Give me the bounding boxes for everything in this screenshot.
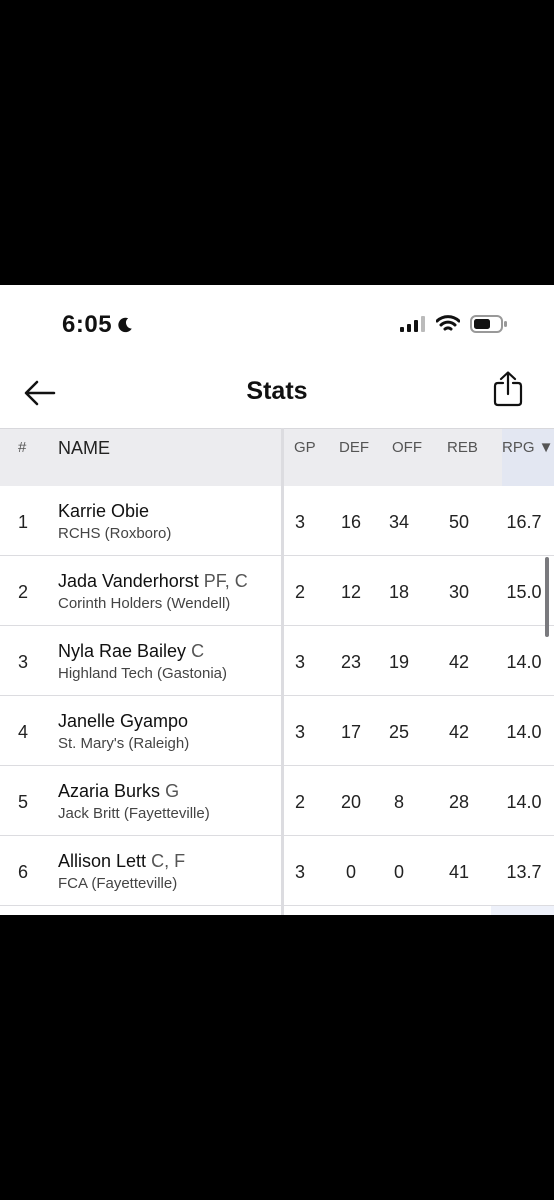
wifi-icon	[436, 315, 460, 331]
off-value: 19	[388, 652, 410, 672]
table-row[interactable]: 1 Karrie Obie RCHS (Roxboro) 3 16 34 50 …	[0, 486, 554, 556]
table-row[interactable]: 5 Azaria Burks G Jack Britt (Fayettevill…	[0, 766, 554, 836]
page-title: Stats	[246, 377, 308, 405]
def-value: 17	[340, 722, 362, 742]
player-name-text: Azaria Burks	[58, 781, 161, 801]
gp-value: 3	[294, 652, 305, 672]
rank: 3	[18, 652, 29, 672]
reb-value: 50	[448, 512, 470, 532]
player-name-text: Jada Vanderhorst	[58, 571, 199, 591]
table-header: # NAME GP DEF OFF REB RPG ▼	[0, 428, 554, 487]
player-position: C	[191, 641, 205, 661]
nav-header: Stats	[0, 365, 554, 429]
reb-value: 42	[448, 722, 470, 742]
gp-value: 3	[294, 862, 305, 882]
rank: 4	[18, 722, 29, 742]
rank: 6	[18, 862, 29, 882]
table-row[interactable]: 3 Nyla Rae Bailey C Highland Tech (Gasto…	[0, 626, 554, 696]
table-row[interactable]: 6 Allison Lett C, F FCA (Fayetteville) 3…	[0, 836, 554, 906]
reb-value: 30	[448, 582, 470, 602]
rpg-value: 15.0	[506, 582, 542, 602]
rpg-value: 14.0	[506, 652, 542, 672]
arrow-left-icon	[24, 380, 56, 406]
def-value: 12	[340, 582, 362, 602]
clock-text: 6:05	[62, 311, 113, 338]
rpg-value: 13.7	[506, 862, 542, 882]
player-name-text: Allison Lett	[58, 851, 147, 871]
player-name[interactable]: Allison Lett C, F	[58, 851, 185, 872]
stats-table: # NAME GP DEF OFF REB RPG ▼ 1 Karrie Obi…	[0, 428, 554, 906]
player-school: St. Mary's (Raleigh)	[58, 735, 190, 752]
def-value: 16	[340, 512, 362, 532]
header-def[interactable]: DEF	[339, 439, 369, 456]
reb-value: 42	[448, 652, 470, 672]
off-value: 0	[393, 862, 404, 882]
def-value: 20	[340, 792, 362, 812]
rank: 5	[18, 792, 29, 812]
header-gp[interactable]: GP	[294, 439, 316, 456]
signal-icon	[400, 316, 425, 332]
system-icons	[400, 315, 508, 333]
gp-value: 3	[294, 722, 305, 742]
rank: 1	[18, 512, 29, 532]
status-bar: 6:05	[0, 285, 554, 365]
header-reb[interactable]: REB	[447, 439, 478, 456]
player-position: PF, C	[203, 571, 248, 591]
frozen-column-divider	[281, 428, 284, 915]
rpg-value: 14.0	[506, 792, 542, 812]
player-school: Jack Britt (Fayetteville)	[58, 805, 210, 822]
off-value: 25	[388, 722, 410, 742]
off-value: 34	[388, 512, 410, 532]
gp-value: 2	[294, 582, 305, 602]
player-school: RCHS (Roxboro)	[58, 525, 172, 542]
header-off[interactable]: OFF	[392, 439, 422, 456]
off-value: 8	[393, 792, 404, 812]
player-position: G	[165, 781, 180, 801]
table-row[interactable]: 4 Janelle Gyampo St. Mary's (Raleigh) 3 …	[0, 696, 554, 766]
player-name-text: Janelle Gyampo	[58, 711, 189, 731]
header-name[interactable]: NAME	[58, 438, 111, 458]
gp-value: 3	[294, 512, 305, 532]
player-name-text: Karrie Obie	[58, 501, 150, 521]
off-value: 18	[388, 582, 410, 602]
share-icon	[493, 371, 523, 407]
player-name[interactable]: Nyla Rae Bailey C	[58, 641, 204, 662]
gp-value: 2	[294, 792, 305, 812]
header-rpg[interactable]: RPG ▼	[502, 429, 554, 487]
rank: 2	[18, 582, 29, 602]
player-name[interactable]: Karrie Obie	[58, 501, 149, 522]
player-school: Highland Tech (Gastonia)	[58, 665, 227, 682]
moon-icon	[118, 317, 132, 333]
rpg-value: 16.7	[506, 512, 542, 532]
share-button[interactable]	[490, 369, 526, 409]
player-school: FCA (Fayetteville)	[58, 875, 178, 892]
reb-value: 41	[448, 862, 470, 882]
header-rank: #	[18, 439, 27, 456]
rpg-value: 14.0	[506, 722, 542, 742]
player-name[interactable]: Azaria Burks G	[58, 781, 179, 802]
player-name[interactable]: Jada Vanderhorst PF, C	[58, 571, 248, 592]
status-time: 6:05	[62, 311, 134, 339]
def-value: 23	[340, 652, 362, 672]
vertical-scrollbar[interactable]	[545, 557, 549, 637]
def-value: 0	[345, 862, 356, 882]
player-name-text: Nyla Rae Bailey	[58, 641, 187, 661]
back-button[interactable]	[22, 375, 58, 411]
app-screen: 6:05	[0, 285, 554, 915]
reb-value: 28	[448, 792, 470, 812]
battery-icon	[470, 315, 507, 333]
table-row[interactable]: 2 Jada Vanderhorst PF, C Corinth Holders…	[0, 556, 554, 626]
player-school: Corinth Holders (Wendell)	[58, 595, 231, 612]
player-name[interactable]: Janelle Gyampo	[58, 711, 188, 732]
player-position: C, F	[151, 851, 186, 871]
